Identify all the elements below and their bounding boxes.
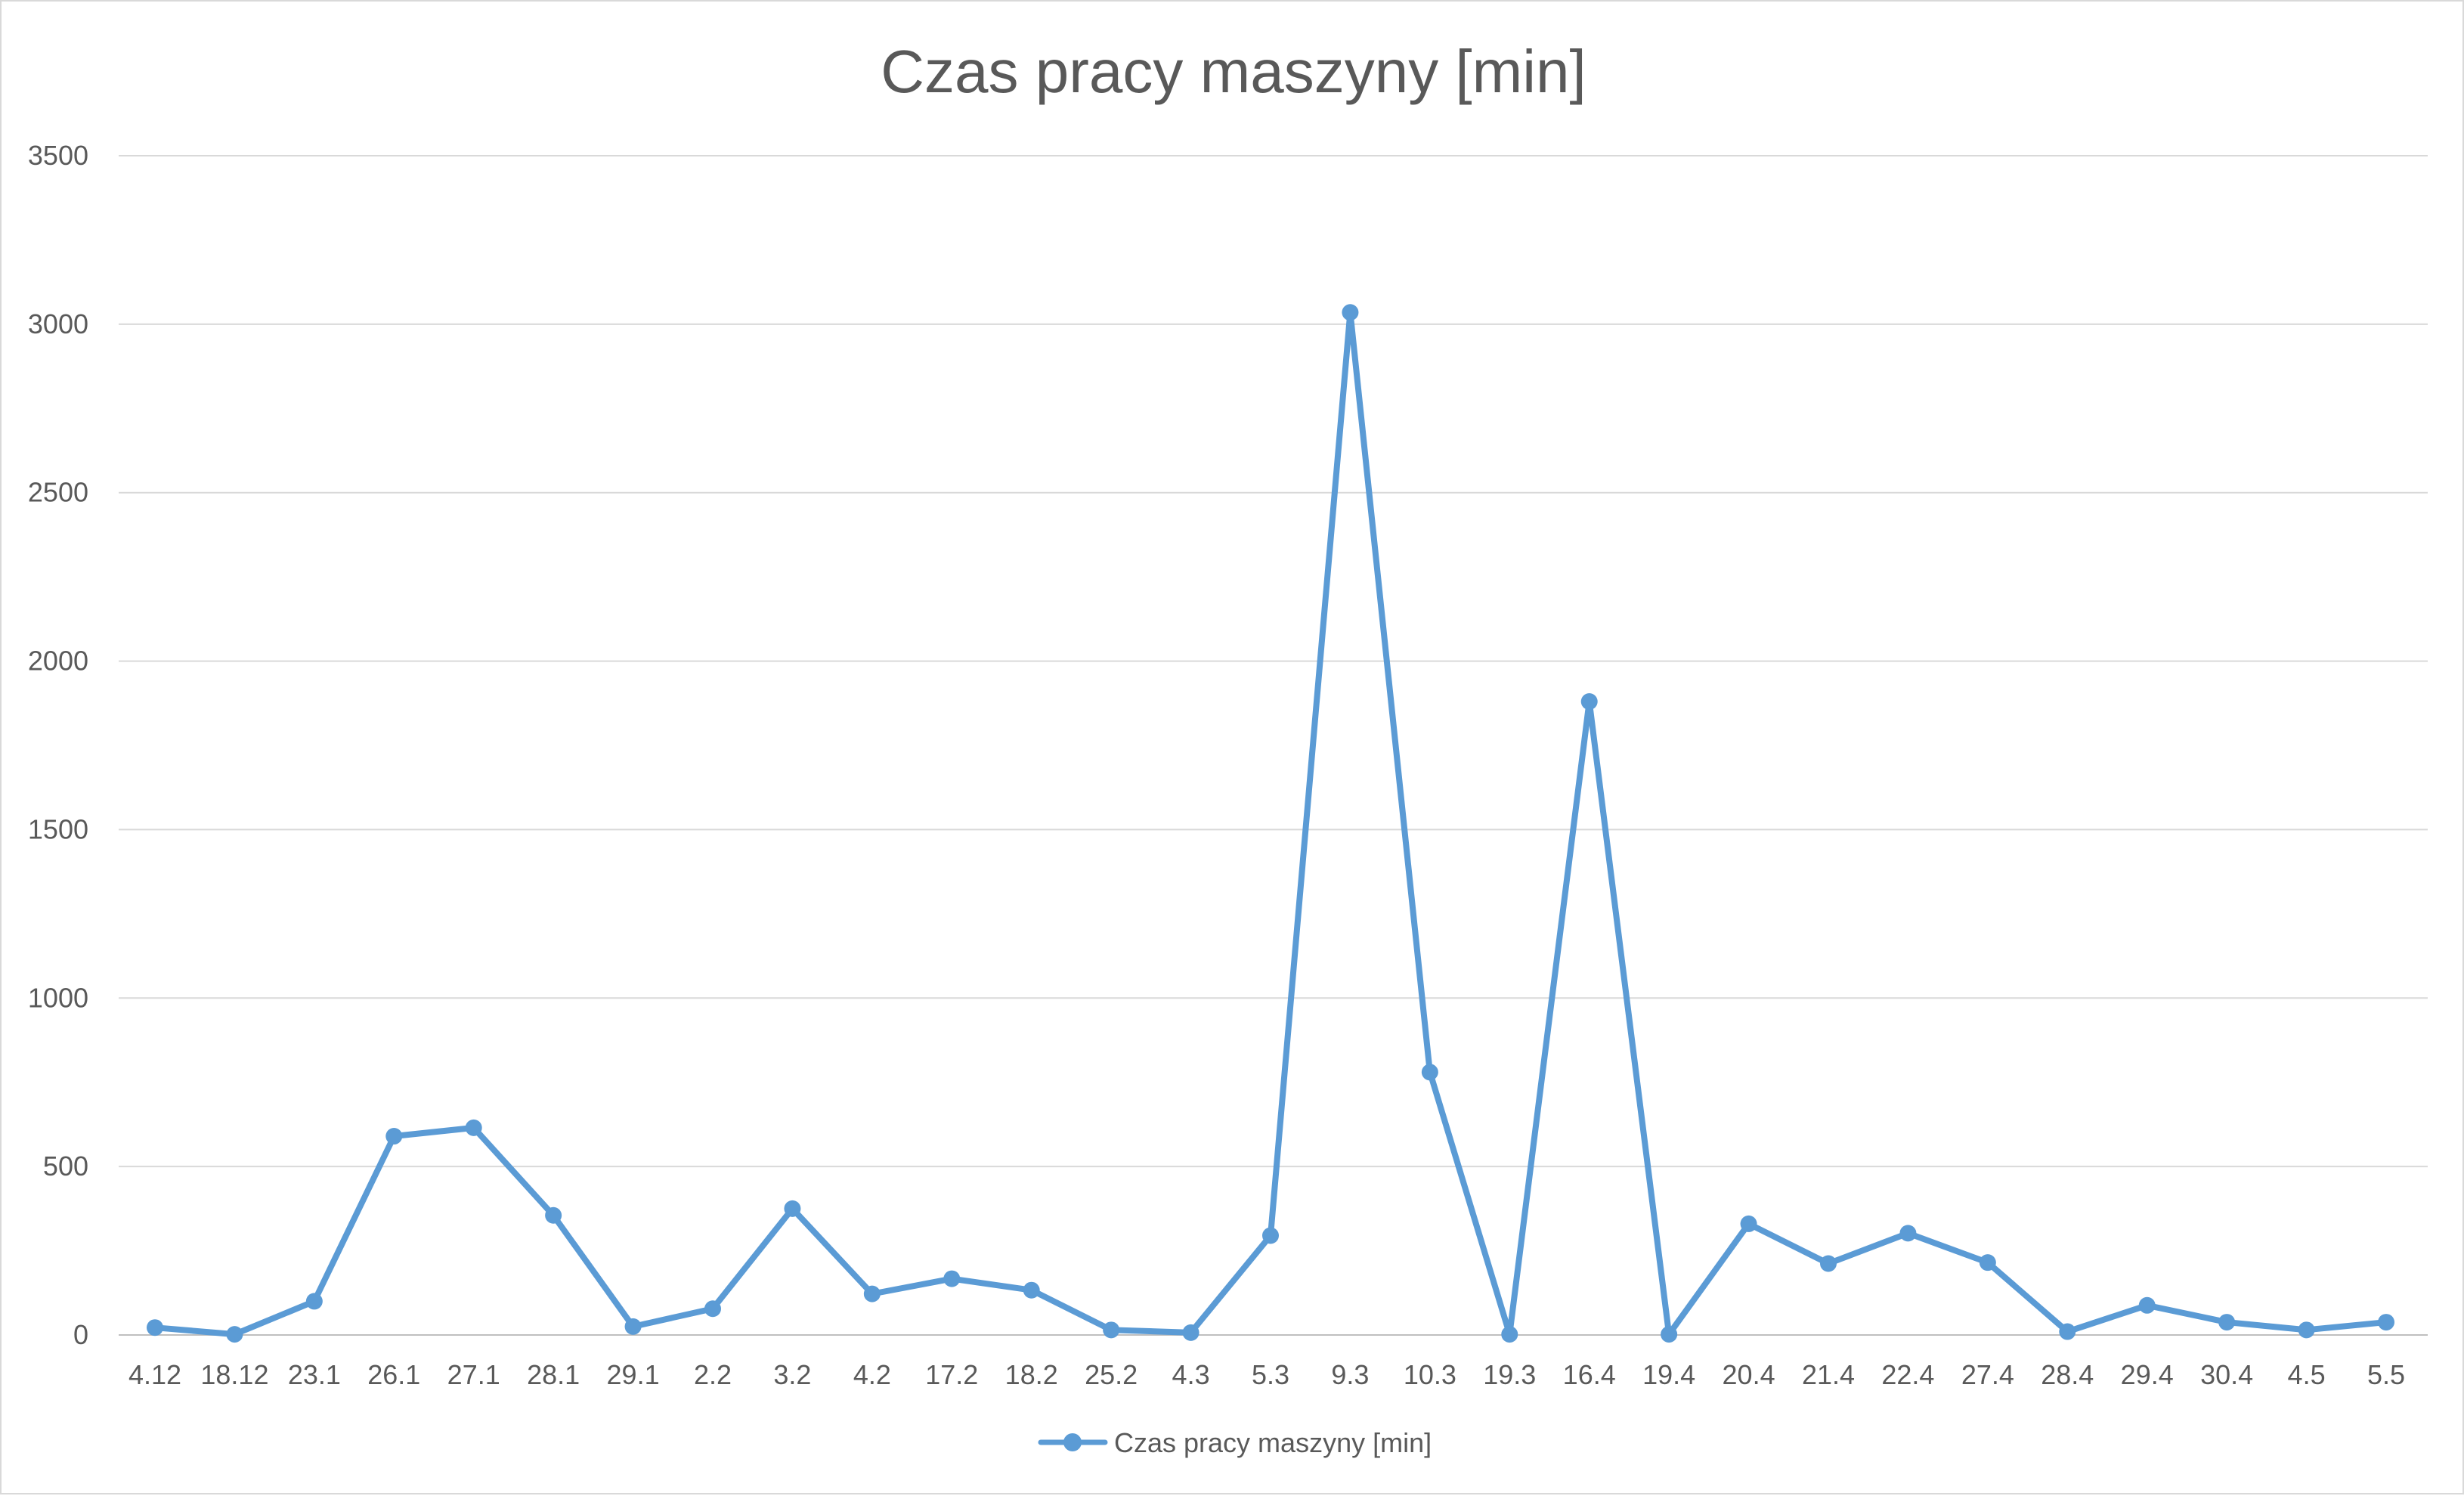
data-point [1580,693,1598,711]
x-tick-label: 20.4 [1723,1359,1775,1390]
y-tick-label: 3500 [28,140,88,171]
y-tick-label: 500 [43,1151,88,1182]
data-point [943,1270,961,1287]
y-tick-label: 1000 [28,982,88,1013]
data-point [2138,1296,2156,1314]
x-tick-label: 23.1 [288,1359,341,1390]
gridlines [119,155,2428,1336]
data-point [2218,1314,2236,1331]
series-group [147,304,2394,1343]
x-tick-label: 4.3 [1172,1359,1210,1390]
data-point [305,1293,323,1310]
x-tick-label: 21.4 [1802,1359,1855,1390]
data-point [2378,1314,2394,1331]
y-tick-label: 1500 [28,813,88,844]
x-tick-label: 5.5 [2367,1359,2405,1390]
x-axis-ticks: 4.12 18.12 23.1 26.1 27.1 28.1 29.1 2.2 3.2 4.2 17… [128,1359,2405,1390]
x-tick-label: 4.2 [853,1359,891,1390]
x-tick-label: 2.2 [694,1359,732,1390]
data-point [1182,1324,1199,1341]
x-tick-label: 29.1 [607,1359,660,1390]
x-tick-label: 4.5 [2288,1359,2326,1390]
data-point [704,1300,721,1318]
x-tick-label: 28.4 [2041,1359,2094,1390]
data-point [1421,1064,1438,1081]
data-point [1740,1215,1757,1232]
data-point [465,1119,482,1136]
x-tick-label: 25.2 [1085,1359,1138,1390]
x-tick-label: 5.3 [1252,1359,1289,1390]
data-point [226,1326,243,1343]
y-tick-label: 2500 [28,477,88,508]
data-point [2059,1323,2076,1340]
x-tick-label: 22.4 [1881,1359,1934,1390]
data-point [624,1318,642,1335]
data-point [1899,1225,1917,1242]
x-tick-label: 19.4 [1642,1359,1695,1390]
legend: Czas pracy maszyny [min] [1038,1427,1432,1458]
x-tick-label: 18.2 [1005,1359,1058,1390]
y-tick-label: 0 [73,1319,88,1350]
data-point [1103,1321,1120,1339]
x-tick-label: 16.4 [1563,1359,1616,1390]
x-tick-label: 17.2 [925,1359,978,1390]
x-tick-label: 10.3 [1404,1359,1456,1390]
x-tick-label: 28.1 [527,1359,580,1390]
y-tick-label: 2000 [28,646,88,677]
data-point [1820,1255,1837,1272]
x-tick-label: 3.2 [773,1359,811,1390]
data-point [1342,304,1359,321]
x-tick-label: 18.12 [200,1359,268,1390]
data-point [147,1319,163,1336]
x-tick-label: 26.1 [367,1359,420,1390]
data-point [863,1285,881,1302]
series-line [152,309,2389,1338]
data-point [784,1200,801,1217]
data-point [1501,1326,1518,1343]
x-tick-label: 27.4 [1961,1359,2014,1390]
x-tick-label: 27.1 [447,1359,500,1390]
x-tick-label: 29.4 [2121,1359,2174,1390]
data-point [385,1128,403,1145]
legend-point-marker [1063,1433,1082,1451]
data-point [545,1206,562,1224]
data-point [1979,1254,1996,1271]
legend-label: Czas pracy maszyny [min] [1114,1427,1432,1458]
data-point [1661,1326,1678,1343]
x-tick-label: 19.3 [1483,1359,1536,1390]
x-tick-label: 30.4 [2200,1359,2253,1390]
chart-title: Czas pracy maszyny [min] [881,38,1586,105]
x-tick-label: 4.12 [128,1359,181,1390]
x-tick-label: 9.3 [1331,1359,1369,1390]
data-point [1262,1227,1279,1244]
data-point [1023,1281,1040,1299]
y-axis-ticks: 0 500 1000 1500 2000 2500 3000 3500 [28,140,88,1350]
data-point [2298,1321,2315,1339]
y-tick-label: 3000 [28,308,88,339]
